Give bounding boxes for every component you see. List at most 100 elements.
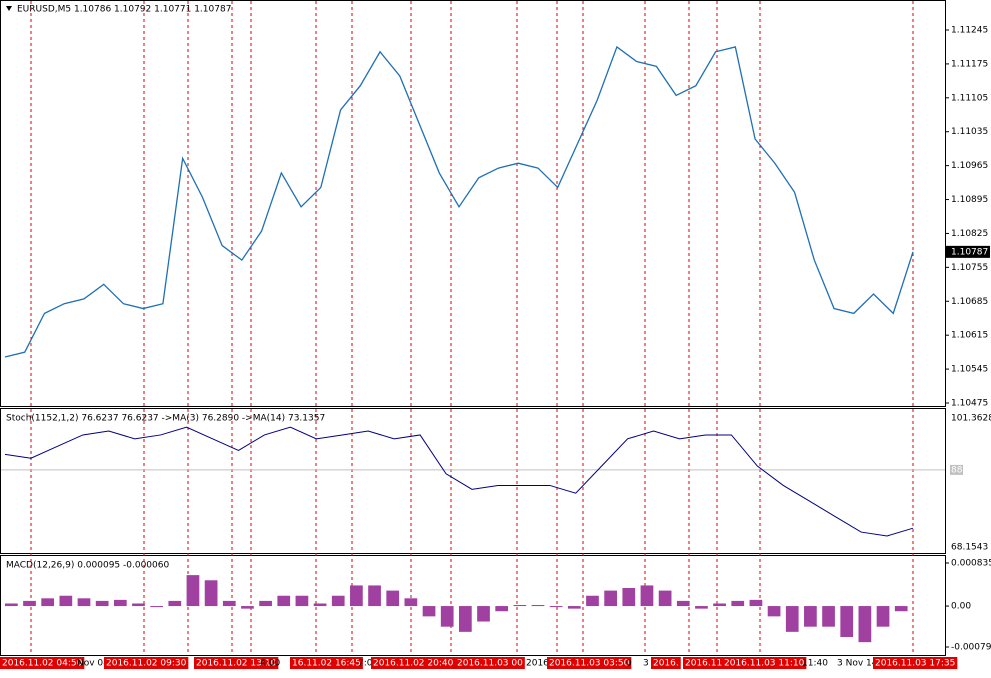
macd-bar <box>95 600 109 607</box>
macd-bar <box>404 598 418 607</box>
macd-bar <box>77 598 91 607</box>
macd-axis-label: -0.000794 <box>951 643 991 653</box>
macd-bar <box>459 606 472 632</box>
macd-bar <box>567 606 581 609</box>
price-axis-label: 1.10825 <box>951 229 988 239</box>
price-axis-label: 1.10965 <box>951 161 988 171</box>
macd-bar <box>186 575 200 607</box>
macd-bar <box>41 598 55 607</box>
time-label: 2016.11.02 04:50 <box>2 659 83 669</box>
price-axis-label: 1.10475 <box>951 399 988 409</box>
macd-bar <box>822 606 835 627</box>
macd-bar <box>204 580 218 607</box>
menu-arrow[interactable] <box>6 6 12 11</box>
macd-bar <box>259 600 272 607</box>
time-label: 3 <box>643 659 649 669</box>
macd-bar <box>804 606 817 627</box>
macd-bar <box>132 603 145 607</box>
macd-bar <box>749 599 763 607</box>
stoch-line <box>4 426 914 537</box>
macd-bar <box>495 606 509 612</box>
current-price-label: 1.10787 <box>951 247 988 257</box>
time-label: 2016.11.( <box>685 659 729 669</box>
macd-bar <box>440 606 454 627</box>
macd-bar <box>222 600 236 607</box>
macd-bar <box>640 585 654 607</box>
time-label: 0 <box>626 659 632 669</box>
macd-bar <box>5 603 18 607</box>
time-label-bg <box>651 657 681 669</box>
price-axis-label: 1.11245 <box>951 26 988 36</box>
time-label: 7:00 <box>358 659 378 669</box>
stoch-axis-bottom: 68.1543 <box>951 543 988 553</box>
macd-bar <box>331 595 345 607</box>
price-axis-label: 1.10545 <box>951 365 988 375</box>
macd-bar <box>549 606 563 608</box>
time-label: 2016 <box>526 659 549 669</box>
stoch-level-box <box>950 464 963 475</box>
macd-bar <box>386 590 400 607</box>
macd-bar <box>277 595 291 607</box>
time-label-bg <box>455 657 525 669</box>
stoch-header: Stoch(1152,1,2) 76.6237 76.6237 ->MA(3) … <box>6 414 325 424</box>
price-axis-label: 1.10755 <box>951 263 988 273</box>
macd-bar <box>350 585 363 607</box>
macd-bar <box>731 600 745 607</box>
macd-bar <box>858 606 872 643</box>
macd-bar <box>713 603 726 607</box>
time-label-bg <box>104 657 189 669</box>
time-label: 2016. <box>653 659 679 669</box>
macd-bar <box>113 599 127 607</box>
time-label-bg <box>873 657 958 669</box>
time-label-bg <box>290 657 363 669</box>
macd-bar <box>785 606 799 632</box>
price-header: EURUSD,M5 1.10786 1.10792 1.10771 1.1078… <box>17 5 231 15</box>
macd-bar <box>622 588 636 607</box>
macd-bar <box>767 606 781 617</box>
time-label-bg <box>194 657 279 669</box>
time-label-bg <box>722 657 807 669</box>
time-label: 3 Nov 14 <box>837 659 878 669</box>
macd-header: MACD(12,26,9) 0.000095 -0.000060 <box>6 561 169 571</box>
price-line <box>4 45 914 358</box>
macd-bar <box>531 605 545 607</box>
macd-bar <box>168 600 182 607</box>
macd-bar <box>586 595 599 607</box>
macd-bar <box>313 603 327 607</box>
macd-bar <box>695 606 708 609</box>
time-label-bg <box>683 657 731 669</box>
time-label: 2016.11.03 03:50 <box>549 659 630 669</box>
macd-bar <box>422 606 436 617</box>
time-label: 2016.11.03 11:10 <box>724 659 805 669</box>
time-label: 2016.11.02 13:10 <box>196 659 277 669</box>
macd-bar <box>513 605 527 607</box>
macd-frame <box>0 555 946 656</box>
macd-bar <box>241 606 254 609</box>
macd-bar <box>295 595 309 607</box>
macd-bar <box>658 590 672 607</box>
price-axis-label: 1.11105 <box>951 93 988 103</box>
time-label: 2016.11.02 09:30 <box>106 659 187 669</box>
macd-bar <box>840 606 854 637</box>
macd-bar <box>894 606 908 612</box>
time-label-bg <box>371 657 456 669</box>
time-label-bg <box>547 657 632 669</box>
time-label: 16.11.02 16:45 <box>292 659 361 669</box>
macd-bar <box>23 600 36 607</box>
time-label: 11:40 <box>802 659 828 669</box>
price-axis-label: 1.10895 <box>951 195 988 205</box>
macd-axis-label: 0.00 <box>951 602 971 612</box>
stoch-level-label: 88 <box>951 465 963 475</box>
time-label: Nov 08 <box>77 659 109 669</box>
time-label: 2016.11.03 17:35 <box>875 659 955 669</box>
macd-bar <box>604 590 617 607</box>
time-label-bg <box>0 657 85 669</box>
price-axis-label: 1.10615 <box>951 331 988 341</box>
macd-bar <box>477 606 490 622</box>
macd-bar <box>676 600 690 607</box>
current-price-box <box>946 245 990 258</box>
macd-bar <box>59 595 73 607</box>
macd-bar <box>150 606 163 608</box>
macd-bar <box>368 585 381 607</box>
